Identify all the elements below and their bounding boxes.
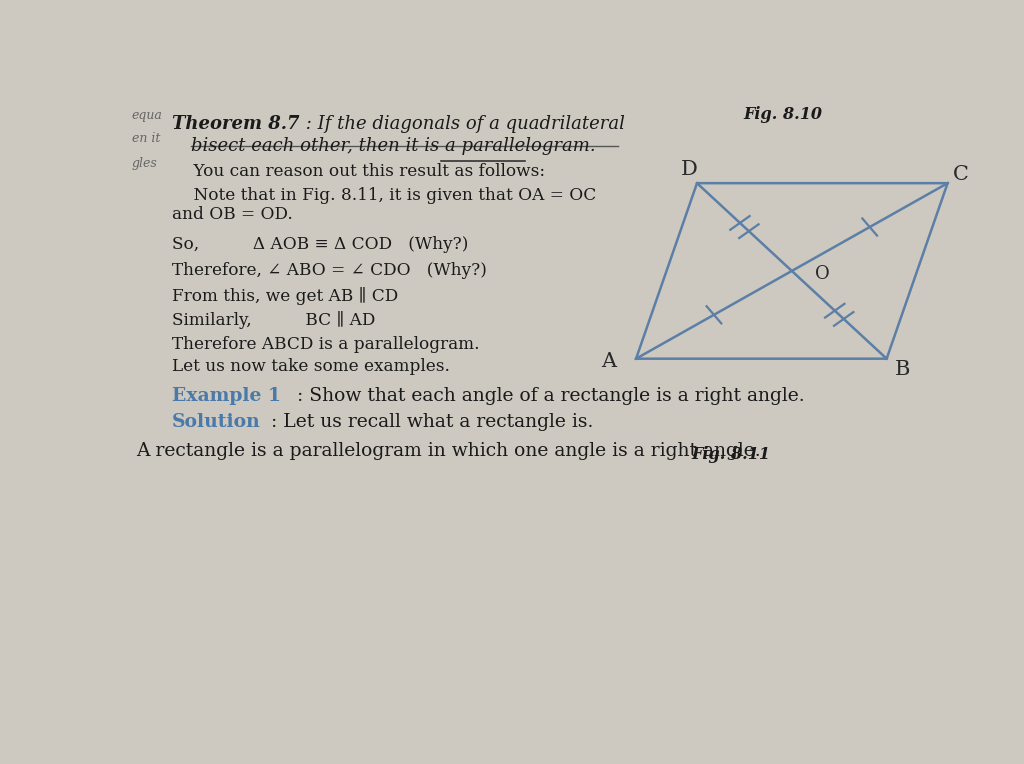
Text: Fig. 8.10: Fig. 8.10 [743, 106, 822, 124]
Text: : Let us recall what a rectangle is.: : Let us recall what a rectangle is. [265, 413, 594, 432]
Text: Similarly,          BC ∥ AD: Similarly, BC ∥ AD [172, 310, 375, 329]
Text: equa: equa [132, 108, 163, 121]
Text: Let us now take some examples.: Let us now take some examples. [172, 358, 450, 374]
Text: So,          Δ AOB ≡ Δ COD   (Why?): So, Δ AOB ≡ Δ COD (Why?) [172, 236, 468, 253]
Text: D: D [680, 160, 697, 179]
Text: : Show that each angle of a rectangle is a right angle.: : Show that each angle of a rectangle is… [291, 387, 804, 405]
Text: A: A [601, 352, 616, 371]
Text: : If the diagonals of a quadrilateral: : If the diagonals of a quadrilateral [300, 115, 625, 133]
Text: You can reason out this result as follows:: You can reason out this result as follow… [172, 163, 545, 180]
Text: en it: en it [132, 132, 161, 145]
Text: Theorem 8.7: Theorem 8.7 [172, 115, 299, 133]
Text: Fig. 8.11: Fig. 8.11 [691, 446, 771, 463]
Text: Therefore, ∠ ABO = ∠ CDO   (Why?): Therefore, ∠ ABO = ∠ CDO (Why?) [172, 262, 486, 280]
Text: Example 1: Example 1 [172, 387, 281, 405]
Text: and OB = OD.: and OB = OD. [172, 206, 293, 223]
Text: Note that in Fig. 8.11, it is given that OA = OC: Note that in Fig. 8.11, it is given that… [172, 187, 596, 204]
Text: From this, we get AB ∥ CD: From this, we get AB ∥ CD [172, 287, 398, 305]
Text: O: O [815, 264, 829, 283]
Text: C: C [953, 166, 969, 184]
Text: Solution: Solution [172, 413, 260, 432]
Text: B: B [895, 360, 910, 379]
Text: A rectangle is a parallelogram in which one angle is a right angle.: A rectangle is a parallelogram in which … [136, 442, 761, 460]
Text: gles: gles [132, 157, 158, 170]
Text: bisect each other, then it is a parallelogram.: bisect each other, then it is a parallel… [191, 137, 596, 155]
Text: Therefore ABCD is a parallelogram.: Therefore ABCD is a parallelogram. [172, 336, 479, 353]
